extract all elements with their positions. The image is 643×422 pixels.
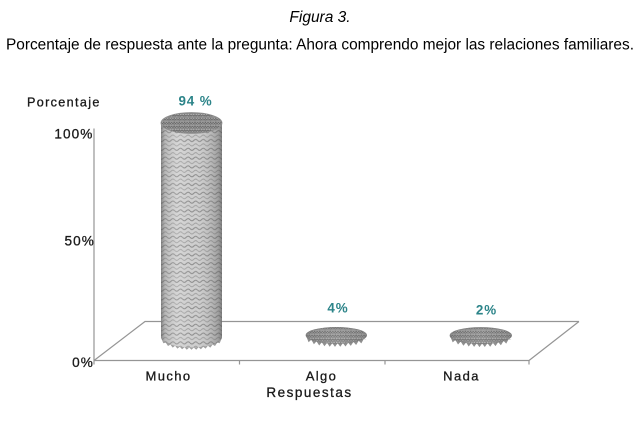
- svg-text:Figura 3.: Figura 3.: [289, 9, 350, 26]
- svg-text:Nada: Nada: [443, 369, 480, 384]
- svg-text:Respuestas: Respuestas: [266, 385, 352, 400]
- svg-text:Porcentaje de respuesta ante l: Porcentaje de respuesta ante la pregunta…: [6, 37, 634, 54]
- svg-text:0%: 0%: [72, 355, 94, 370]
- svg-text:Algo: Algo: [306, 369, 338, 384]
- svg-text:4%: 4%: [327, 301, 348, 316]
- svg-text:Porcentaje: Porcentaje: [27, 96, 101, 110]
- svg-text:Mucho: Mucho: [145, 369, 191, 384]
- svg-text:94 %: 94 %: [178, 93, 212, 108]
- svg-text:100%: 100%: [54, 127, 93, 142]
- svg-text:2%: 2%: [476, 303, 497, 318]
- svg-text:50%: 50%: [64, 234, 95, 249]
